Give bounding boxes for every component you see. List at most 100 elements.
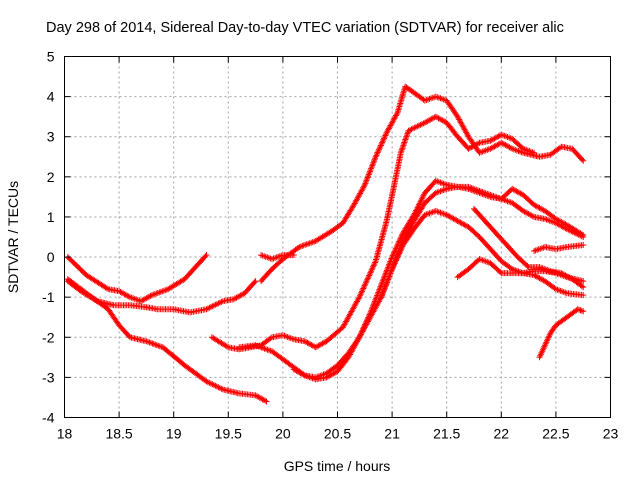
x-tick-label: 18.5	[105, 426, 132, 442]
series-track-c	[64, 276, 270, 405]
data-point	[271, 268, 273, 270]
data-point	[478, 192, 481, 194]
data-point	[391, 256, 393, 258]
data-point	[457, 276, 459, 278]
data-point	[511, 148, 513, 150]
grid-lines	[64, 56, 611, 418]
data-point	[194, 266, 197, 268]
y-axis-label: SDTVAR / TECUs	[5, 181, 21, 293]
data-point	[282, 358, 284, 360]
data-point	[424, 122, 426, 124]
data-point	[489, 140, 491, 142]
data-point	[189, 311, 191, 314]
data-point	[533, 274, 535, 276]
data-point	[533, 270, 535, 272]
data-point	[271, 258, 273, 260]
series-track-k	[454, 256, 587, 285]
data-point	[555, 248, 557, 250]
x-tick-label: 22	[494, 426, 510, 442]
data-point	[478, 258, 481, 260]
data-point	[457, 136, 459, 138]
x-tick-label: 18	[57, 426, 73, 442]
data-point	[325, 372, 328, 374]
series-track-g	[236, 183, 587, 381]
data-point	[331, 230, 333, 232]
marker-path	[258, 252, 297, 263]
x-tick-label: 19	[166, 426, 182, 442]
data-point	[271, 350, 273, 352]
data-point	[473, 208, 475, 210]
y-tick-label: -1	[42, 289, 55, 305]
data-point	[238, 392, 240, 395]
data-point	[582, 244, 584, 246]
data-point	[404, 85, 406, 88]
x-tick-label: 22.5	[542, 426, 569, 442]
data-point	[533, 250, 535, 252]
data-point	[129, 304, 131, 306]
data-point	[467, 148, 470, 150]
marker-path	[531, 242, 587, 254]
data-point	[538, 356, 541, 358]
data-point	[173, 308, 175, 310]
data-point	[255, 280, 257, 282]
x-axis-label: GPS time / hours	[284, 458, 391, 474]
data-point	[85, 274, 87, 276]
data-point	[336, 364, 339, 366]
data-point	[489, 148, 491, 150]
data-point	[544, 344, 546, 346]
data-point	[511, 272, 513, 274]
data-point	[271, 336, 273, 338]
data-point	[67, 278, 69, 280]
data-point	[457, 220, 459, 222]
data-point	[129, 336, 131, 338]
x-axis: 18 18.5 19 19.5 20 20.5 21 21.5 22 22.5 23	[57, 56, 618, 442]
series-layer	[64, 83, 587, 405]
y-tick-label: 3	[47, 129, 55, 145]
data-point	[222, 300, 224, 302]
data-point	[260, 280, 262, 282]
data-point	[506, 244, 508, 246]
series-track-h	[290, 177, 587, 383]
data-point	[118, 290, 120, 292]
data-point	[446, 184, 448, 186]
data-point	[538, 156, 541, 158]
data-point	[500, 272, 502, 274]
data-point	[522, 272, 524, 274]
data-point	[500, 198, 502, 200]
data-point	[260, 254, 262, 256]
data-point	[342, 222, 344, 224]
data-point	[489, 196, 491, 198]
series-track-l	[536, 306, 587, 361]
x-tick-label: 20.5	[324, 426, 351, 442]
data-point	[511, 188, 513, 190]
data-point	[347, 356, 350, 358]
data-point	[446, 122, 448, 124]
data-point	[582, 310, 584, 312]
data-point	[517, 256, 519, 258]
data-point	[555, 272, 557, 274]
data-point	[304, 374, 306, 376]
data-point	[151, 294, 153, 296]
data-point	[424, 192, 426, 194]
data-point	[522, 194, 524, 196]
data-point	[424, 100, 426, 102]
y-tick-label: 4	[47, 89, 55, 105]
data-point	[560, 146, 562, 148]
data-point	[85, 292, 87, 294]
data-point	[533, 216, 535, 218]
data-point	[402, 232, 404, 234]
data-point	[205, 380, 208, 382]
data-point	[457, 116, 459, 118]
data-point	[227, 346, 229, 348]
data-point	[566, 246, 568, 248]
series-track-e	[258, 252, 297, 263]
data-point	[184, 364, 186, 366]
y-tick-label: 2	[47, 169, 55, 185]
data-point	[293, 338, 295, 340]
data-point	[544, 210, 546, 212]
data-point	[391, 268, 393, 270]
data-point	[566, 276, 568, 278]
y-tick-label: 5	[47, 49, 55, 65]
data-point	[555, 324, 557, 326]
